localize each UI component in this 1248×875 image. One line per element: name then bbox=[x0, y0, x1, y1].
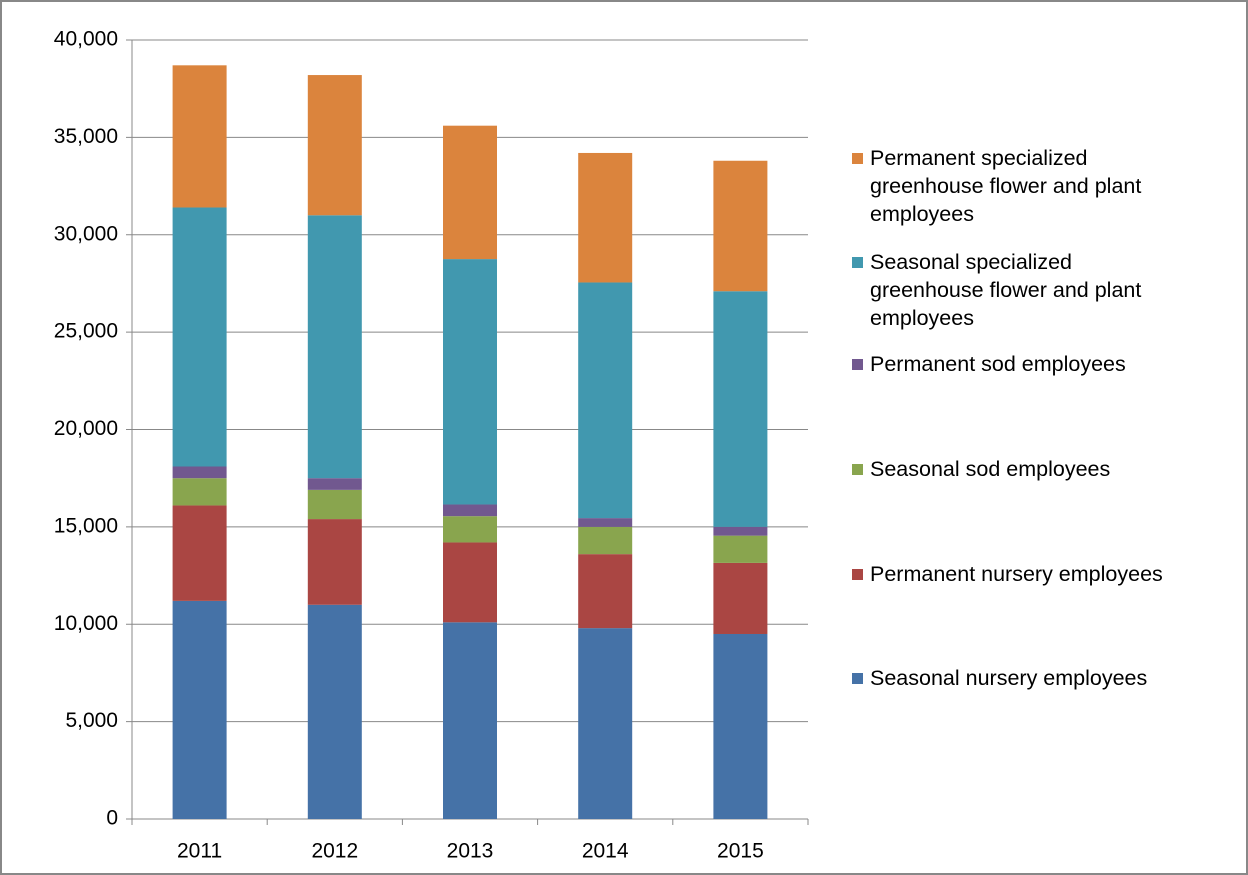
bar-segment bbox=[172, 466, 227, 479]
bar-segment bbox=[172, 65, 227, 208]
legend-item: Permanent sod employees bbox=[848, 350, 1238, 378]
legend-label: Permanent nursery employees bbox=[870, 562, 1163, 586]
bar-segment bbox=[578, 526, 633, 555]
y-tick-label: 10,000 bbox=[54, 612, 118, 635]
legend-swatch bbox=[852, 464, 863, 475]
bar-segment bbox=[578, 628, 633, 819]
y-tick-label: 25,000 bbox=[54, 320, 118, 343]
bar-segment bbox=[172, 478, 227, 506]
legend-label: Seasonal nursery employees bbox=[870, 666, 1148, 690]
bar-segment bbox=[713, 160, 768, 292]
bar-segment bbox=[172, 505, 227, 601]
y-tick-label: 0 bbox=[106, 807, 118, 830]
bar-segment bbox=[578, 518, 633, 527]
bar-segment bbox=[713, 633, 768, 819]
y-tick-label: 40,000 bbox=[54, 28, 118, 51]
bar-segment bbox=[713, 535, 768, 563]
bar-segment bbox=[307, 478, 362, 490]
legend-item: Seasonal specialized greenhouse flower a… bbox=[848, 248, 1238, 332]
bar-segment bbox=[307, 489, 362, 520]
legend-swatch bbox=[852, 569, 863, 580]
y-tick-label: 35,000 bbox=[54, 125, 118, 148]
bar-segment bbox=[443, 516, 497, 543]
bar-segment bbox=[443, 622, 497, 819]
legend-label: Permanent specialized greenhouse flower … bbox=[870, 146, 1142, 226]
bar-segment bbox=[578, 554, 633, 629]
bar-segment bbox=[307, 604, 362, 819]
bar-segment bbox=[713, 526, 768, 536]
legend-swatch bbox=[852, 153, 863, 164]
bar-segment bbox=[443, 125, 497, 260]
bar-segment bbox=[443, 504, 497, 517]
bar-segment bbox=[578, 282, 633, 519]
bar-segment bbox=[713, 562, 768, 634]
x-tick-label: 2015 bbox=[717, 840, 764, 863]
legend-item: Permanent nursery employees bbox=[848, 560, 1238, 588]
legend-label: Permanent sod employees bbox=[870, 352, 1126, 376]
x-tick-label: 2014 bbox=[582, 840, 629, 863]
legend-swatch bbox=[852, 257, 863, 268]
bar-segment bbox=[578, 152, 633, 283]
x-tick-label: 2012 bbox=[311, 840, 358, 863]
legend-swatch bbox=[852, 673, 863, 684]
legend-label: Seasonal sod employees bbox=[870, 457, 1111, 481]
legend-item: Seasonal nursery employees bbox=[848, 664, 1238, 692]
legend-label: Seasonal specialized greenhouse flower a… bbox=[870, 250, 1142, 330]
bar-segment bbox=[307, 75, 362, 216]
y-tick-label: 15,000 bbox=[54, 514, 118, 537]
y-tick-label: 5,000 bbox=[65, 709, 118, 732]
bar-segment bbox=[172, 207, 227, 467]
x-tick-label: 2011 bbox=[177, 840, 222, 863]
x-tick-label: 2013 bbox=[447, 840, 494, 863]
bar-segment bbox=[307, 519, 362, 605]
bar-segment bbox=[713, 291, 768, 527]
legend-swatch bbox=[852, 359, 863, 370]
bar-segment bbox=[443, 542, 497, 623]
bar-segment bbox=[307, 215, 362, 479]
y-tick-label: 30,000 bbox=[54, 222, 118, 245]
legend-item: Seasonal sod employees bbox=[848, 455, 1238, 483]
bar-segment bbox=[443, 259, 497, 505]
bar-segment bbox=[172, 600, 227, 819]
legend-item: Permanent specialized greenhouse flower … bbox=[848, 144, 1238, 228]
y-tick-label: 20,000 bbox=[54, 417, 118, 440]
